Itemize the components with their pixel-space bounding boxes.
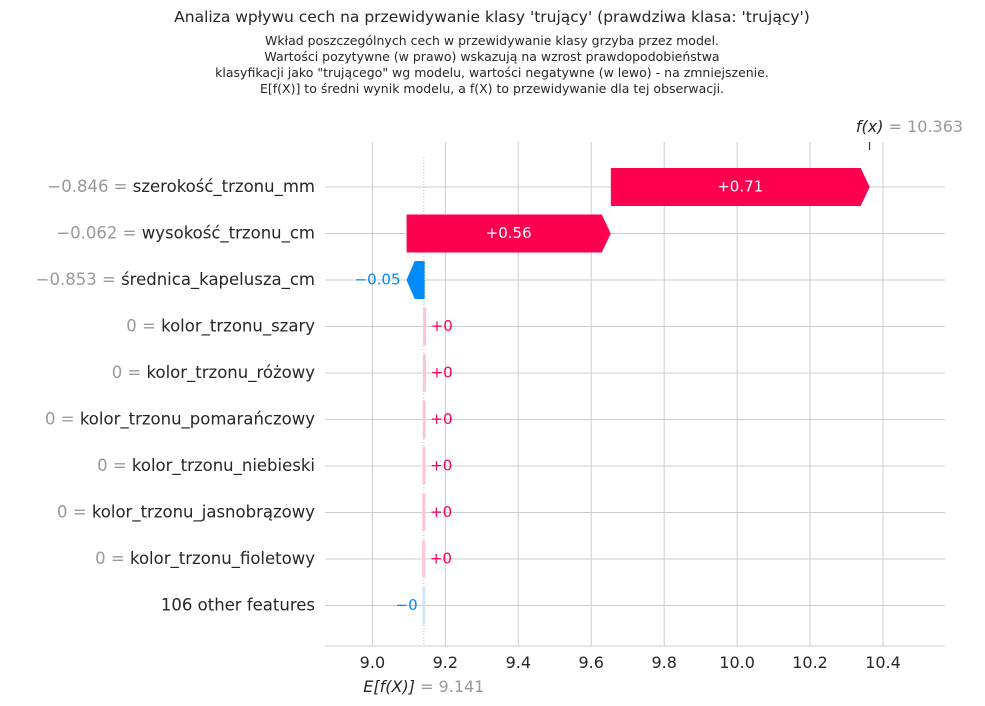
x-tick-label: 10.2 bbox=[792, 653, 828, 672]
contribution-label: +0 bbox=[431, 317, 453, 335]
feature-label: 0 = kolor_trzonu_jasnobrązowy bbox=[57, 502, 315, 522]
feature-name: kolor_trzonu_niebieski bbox=[132, 456, 315, 476]
contribution-bar bbox=[423, 307, 427, 346]
feature-value: 0 = bbox=[112, 363, 147, 382]
chart-subtitle-line-2: Wartości pozytywne (w prawo) wskazują na… bbox=[264, 49, 720, 64]
contribution-bar bbox=[422, 540, 426, 578]
base-value-name: E[f(X)] bbox=[363, 677, 420, 696]
prediction-label: f(x) = 10.363 bbox=[856, 117, 963, 136]
contribution-label: +0 bbox=[431, 364, 453, 382]
x-tick-label: 10.4 bbox=[865, 653, 901, 672]
feature-label: 0 = kolor_trzonu_różowy bbox=[112, 363, 316, 383]
contribution-label: +0 bbox=[430, 410, 452, 428]
contribution-bar bbox=[422, 493, 426, 532]
prediction-name: f(x) bbox=[856, 117, 889, 136]
feature-value: 0 = bbox=[95, 549, 130, 568]
feature-value: −0.062 = bbox=[56, 223, 141, 242]
contribution-bar bbox=[422, 447, 426, 485]
feature-value: 0 = bbox=[126, 316, 161, 335]
feature-label: 0 = kolor_trzonu_niebieski bbox=[97, 456, 315, 476]
feature-label: 0 = kolor_trzonu_fioletowy bbox=[95, 549, 315, 569]
feature-name: kolor_trzonu_fioletowy bbox=[130, 549, 315, 569]
feature-value: 0 = bbox=[97, 456, 132, 475]
contribution-label: +0 bbox=[430, 457, 452, 475]
x-tick-label: 9.2 bbox=[433, 653, 458, 672]
feature-name: kolor_trzonu_różowy bbox=[147, 363, 316, 383]
feature-value: −0.846 = bbox=[47, 177, 132, 196]
contribution-bar bbox=[422, 354, 426, 392]
contribution-bar bbox=[406, 214, 611, 253]
chart-subtitle-line-1: Wkład poszczególnych cech w przewidywani… bbox=[264, 33, 720, 48]
base-value-label: E[f(X)] = 9.141 bbox=[363, 677, 484, 696]
feature-name: kolor_trzonu_jasnobrązowy bbox=[92, 502, 315, 522]
contribution-bar bbox=[610, 168, 870, 206]
x-tick-label: 9.8 bbox=[651, 653, 676, 672]
contribution-bar bbox=[422, 586, 426, 625]
feature-name: 106 other features bbox=[161, 595, 315, 614]
contribution-label: +0.71 bbox=[717, 178, 763, 196]
feature-name: kolor_trzonu_pomarańczowy bbox=[80, 409, 315, 429]
contribution-label: −0.05 bbox=[355, 271, 401, 289]
feature-label: 0 = kolor_trzonu_pomarańczowy bbox=[45, 409, 315, 429]
contribution-label: +0 bbox=[430, 503, 452, 521]
x-tick-label: 9.6 bbox=[579, 653, 604, 672]
feature-label: −0.062 = wysokość_trzonu_cm bbox=[56, 223, 315, 243]
contribution-bar bbox=[406, 261, 425, 299]
feature-name: kolor_trzonu_szary bbox=[161, 316, 315, 336]
prediction-number: = 10.363 bbox=[889, 117, 963, 136]
feature-label: 106 other features bbox=[161, 595, 315, 614]
feature-name: wysokość_trzonu_cm bbox=[142, 223, 315, 243]
contribution-bar bbox=[422, 400, 426, 439]
x-tick-label: 10.0 bbox=[719, 653, 755, 672]
feature-label: −0.853 = średnica_kapelusza_cm bbox=[36, 270, 315, 290]
x-tick-label: 9.4 bbox=[506, 653, 531, 672]
chart-subtitle-line-3: klasyfikacji jako "trującego" wg modelu,… bbox=[215, 65, 769, 80]
chart-subtitle-line-4: E[f(X)] to średni wynik modelu, a f(X) t… bbox=[259, 81, 725, 96]
x-tick-label: 9.0 bbox=[360, 653, 385, 672]
base-value-number: = 9.141 bbox=[420, 677, 484, 696]
chart-title: Analiza wpływu cech na przewidywanie kla… bbox=[174, 8, 810, 26]
feature-label: 0 = kolor_trzonu_szary bbox=[126, 316, 315, 336]
feature-value: −0.853 = bbox=[36, 270, 121, 289]
feature-value: 0 = bbox=[57, 502, 92, 521]
contribution-label: −0 bbox=[396, 596, 418, 614]
feature-name: szerokość_trzonu_mm bbox=[133, 177, 315, 197]
feature-value: 0 = bbox=[45, 409, 80, 428]
feature-name: średnica_kapelusza_cm bbox=[121, 270, 315, 290]
feature-label: −0.846 = szerokość_trzonu_mm bbox=[47, 177, 315, 197]
contribution-label: +0 bbox=[430, 550, 452, 568]
contribution-label: +0.56 bbox=[486, 224, 532, 242]
